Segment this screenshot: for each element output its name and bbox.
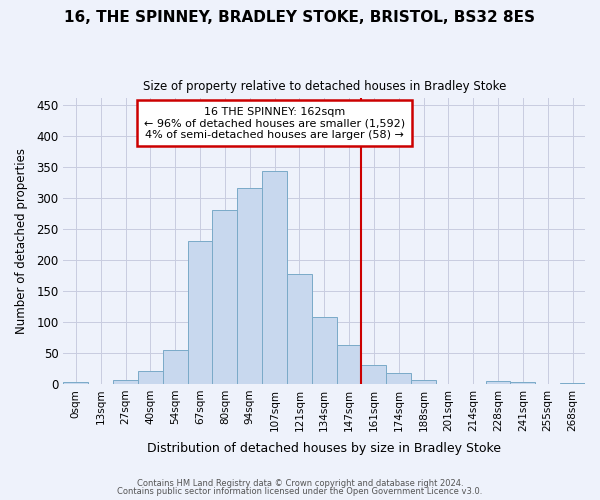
Bar (163, 350, 188, 384)
Text: 16, THE SPINNEY, BRADLEY STOKE, BRISTOL, BS32 8ES: 16, THE SPINNEY, BRADLEY STOKE, BRISTOL,… (65, 10, 536, 25)
Y-axis label: Number of detached properties: Number of detached properties (15, 148, 28, 334)
Bar (262, 171, 287, 384)
Bar (386, 374, 411, 384)
Bar (361, 364, 386, 384)
Bar (337, 345, 361, 384)
Bar (188, 241, 212, 384)
Text: Contains HM Land Registry data © Crown copyright and database right 2024.: Contains HM Land Registry data © Crown c… (137, 478, 463, 488)
Title: Size of property relative to detached houses in Bradley Stoke: Size of property relative to detached ho… (143, 80, 506, 93)
Bar (287, 274, 312, 384)
Text: Contains public sector information licensed under the Open Government Licence v3: Contains public sector information licen… (118, 487, 482, 496)
Bar (64, 382, 88, 384)
Bar (312, 317, 337, 384)
Bar (511, 382, 535, 384)
Bar (237, 188, 262, 384)
Bar (212, 210, 237, 384)
Bar (560, 382, 585, 384)
Bar (485, 381, 511, 384)
Text: 16 THE SPINNEY: 162sqm
← 96% of detached houses are smaller (1,592)
4% of semi-d: 16 THE SPINNEY: 162sqm ← 96% of detached… (144, 106, 405, 140)
Bar (138, 372, 163, 384)
Bar (411, 380, 436, 384)
X-axis label: Distribution of detached houses by size in Bradley Stoke: Distribution of detached houses by size … (147, 442, 501, 455)
Bar (113, 380, 138, 384)
